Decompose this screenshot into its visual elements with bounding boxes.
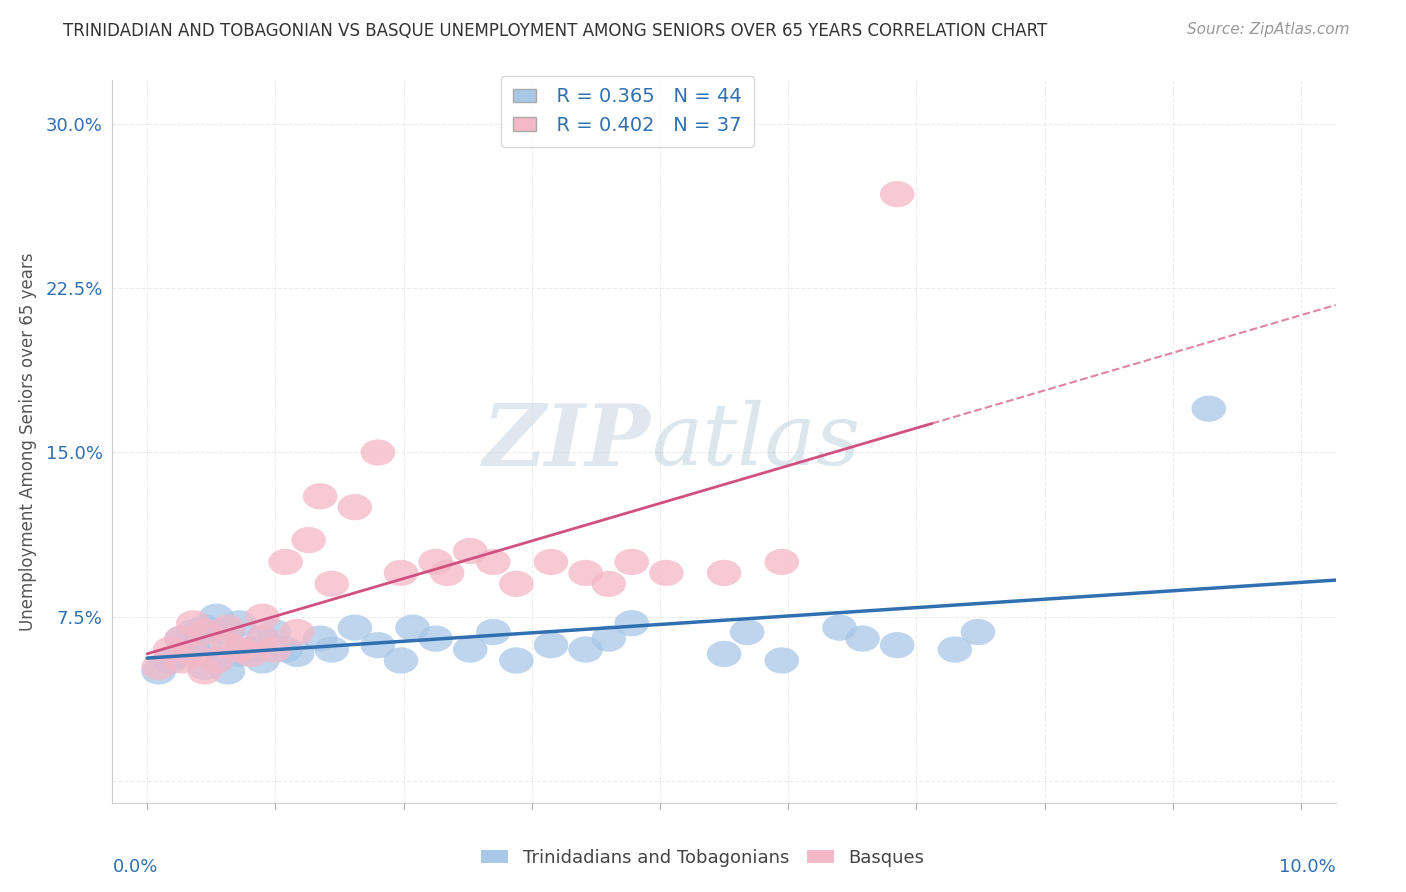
Ellipse shape [257, 619, 291, 645]
Text: TRINIDADIAN AND TOBAGONIAN VS BASQUE UNEMPLOYMENT AMONG SENIORS OVER 65 YEARS CO: TRINIDADIAN AND TOBAGONIAN VS BASQUE UNE… [63, 22, 1047, 40]
Text: 0.0%: 0.0% [112, 857, 157, 876]
Ellipse shape [315, 636, 349, 663]
Ellipse shape [650, 560, 683, 586]
Ellipse shape [245, 625, 280, 652]
Text: atlas: atlas [651, 401, 860, 483]
Ellipse shape [176, 640, 211, 667]
Ellipse shape [880, 632, 914, 658]
Ellipse shape [257, 636, 291, 663]
Ellipse shape [499, 648, 534, 673]
Ellipse shape [165, 625, 200, 652]
Ellipse shape [187, 619, 222, 645]
Ellipse shape [614, 549, 650, 575]
Ellipse shape [534, 549, 568, 575]
Ellipse shape [200, 604, 233, 630]
Ellipse shape [765, 549, 799, 575]
Ellipse shape [707, 640, 741, 667]
Ellipse shape [302, 625, 337, 652]
Text: ZIP: ZIP [482, 400, 651, 483]
Y-axis label: Unemployment Among Seniors over 65 years: Unemployment Among Seniors over 65 years [20, 252, 37, 631]
Ellipse shape [142, 658, 176, 684]
Ellipse shape [384, 560, 419, 586]
Ellipse shape [592, 571, 626, 597]
Legend:   R = 0.365   N = 44,   R = 0.402   N = 37: R = 0.365 N = 44, R = 0.402 N = 37 [502, 76, 754, 146]
Ellipse shape [765, 648, 799, 673]
Ellipse shape [245, 648, 280, 673]
Ellipse shape [592, 625, 626, 652]
Ellipse shape [211, 632, 245, 658]
Ellipse shape [291, 527, 326, 553]
Ellipse shape [614, 610, 650, 636]
Ellipse shape [176, 619, 211, 645]
Ellipse shape [1191, 395, 1226, 422]
Ellipse shape [176, 636, 211, 663]
Ellipse shape [176, 610, 211, 636]
Ellipse shape [419, 625, 453, 652]
Legend: Trinidadians and Tobagonians, Basques: Trinidadians and Tobagonians, Basques [474, 842, 932, 874]
Text: 10.0%: 10.0% [1279, 857, 1336, 876]
Ellipse shape [165, 648, 200, 673]
Ellipse shape [880, 181, 914, 207]
Ellipse shape [211, 619, 245, 645]
Ellipse shape [960, 619, 995, 645]
Ellipse shape [222, 636, 257, 663]
Ellipse shape [187, 615, 222, 640]
Ellipse shape [453, 538, 488, 564]
Ellipse shape [222, 610, 257, 636]
Ellipse shape [269, 549, 302, 575]
Ellipse shape [360, 632, 395, 658]
Ellipse shape [280, 640, 315, 667]
Ellipse shape [337, 494, 373, 520]
Ellipse shape [245, 604, 280, 630]
Ellipse shape [153, 648, 187, 673]
Ellipse shape [233, 636, 269, 663]
Text: Source: ZipAtlas.com: Source: ZipAtlas.com [1187, 22, 1350, 37]
Ellipse shape [142, 654, 176, 681]
Ellipse shape [360, 440, 395, 466]
Ellipse shape [568, 636, 603, 663]
Ellipse shape [245, 625, 280, 652]
Ellipse shape [453, 636, 488, 663]
Ellipse shape [200, 648, 233, 673]
Ellipse shape [302, 483, 337, 509]
Ellipse shape [187, 654, 222, 681]
Ellipse shape [384, 648, 419, 673]
Ellipse shape [707, 560, 741, 586]
Ellipse shape [730, 619, 765, 645]
Ellipse shape [845, 625, 880, 652]
Ellipse shape [165, 640, 200, 667]
Ellipse shape [211, 615, 245, 640]
Ellipse shape [187, 658, 222, 684]
Ellipse shape [233, 640, 269, 667]
Ellipse shape [499, 571, 534, 597]
Ellipse shape [823, 615, 856, 640]
Ellipse shape [477, 619, 510, 645]
Ellipse shape [280, 619, 315, 645]
Ellipse shape [153, 636, 187, 663]
Ellipse shape [222, 640, 257, 667]
Ellipse shape [938, 636, 972, 663]
Ellipse shape [200, 648, 233, 673]
Ellipse shape [165, 625, 200, 652]
Ellipse shape [315, 571, 349, 597]
Ellipse shape [477, 549, 510, 575]
Ellipse shape [419, 549, 453, 575]
Ellipse shape [430, 560, 464, 586]
Ellipse shape [534, 632, 568, 658]
Ellipse shape [337, 615, 373, 640]
Ellipse shape [568, 560, 603, 586]
Ellipse shape [211, 658, 245, 684]
Ellipse shape [187, 632, 222, 658]
Ellipse shape [269, 636, 302, 663]
Ellipse shape [395, 615, 430, 640]
